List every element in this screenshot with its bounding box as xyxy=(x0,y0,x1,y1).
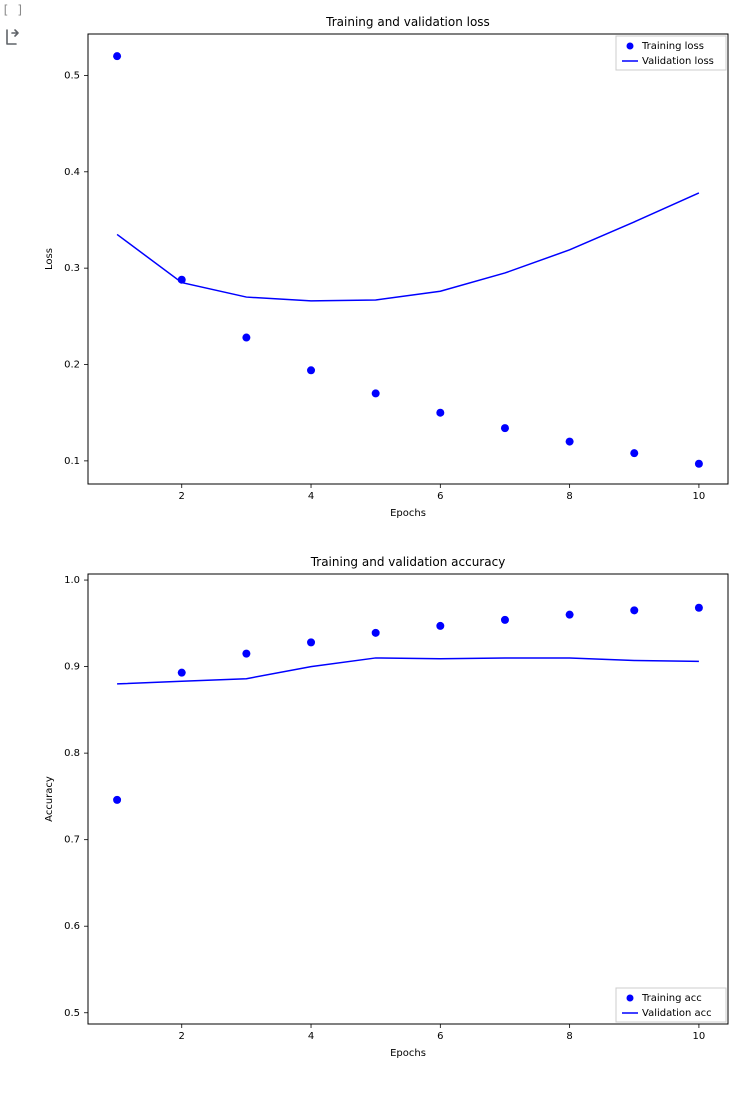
xtick-label: 6 xyxy=(437,491,443,502)
training-point xyxy=(695,460,703,468)
xlabel: Epochs xyxy=(390,508,426,519)
training-point xyxy=(436,409,444,417)
training-point xyxy=(566,611,574,619)
legend: Training loss Validation loss xyxy=(616,36,726,70)
ytick-label: 0.1 xyxy=(64,456,80,467)
ytick-label: 0.5 xyxy=(64,1008,80,1019)
ytick-label: 0.9 xyxy=(64,662,80,673)
ytick-label: 0.6 xyxy=(64,921,80,932)
training-point xyxy=(501,616,509,624)
ytick-label: 0.2 xyxy=(64,360,80,371)
output-arrow-icon xyxy=(4,28,22,49)
training-point xyxy=(178,276,186,284)
ytick-label: 0.3 xyxy=(64,263,80,274)
charts-container: 2 4 6 8 10 0.1 0.2 0.3 0.4 0.5 Training and valida… xyxy=(30,14,740,1077)
training-point xyxy=(695,604,703,612)
training-point xyxy=(178,669,186,677)
legend-label-validation: Validation loss xyxy=(642,56,714,67)
ytick-label: 0.4 xyxy=(64,167,80,178)
legend-label-training: Training acc xyxy=(641,993,702,1004)
page-root: [ ] 2 4 6 8 10 0.1 0.2 0.3 0.4 0.5 Training and va… xyxy=(0,0,750,1099)
xtick-label: 8 xyxy=(566,1031,572,1042)
ytick-label: 1.0 xyxy=(64,575,80,586)
plot-frame xyxy=(88,34,728,484)
training-point xyxy=(307,366,315,374)
xtick-label: 10 xyxy=(693,1031,706,1042)
ylabel: Loss xyxy=(44,248,55,270)
training-point xyxy=(113,796,121,804)
legend: Training acc Validation acc xyxy=(616,988,726,1022)
training-point xyxy=(113,52,121,60)
training-point xyxy=(630,606,638,614)
ytick-label: 0.8 xyxy=(64,748,80,759)
xtick-label: 4 xyxy=(308,491,314,502)
training-point xyxy=(242,650,250,658)
training-point xyxy=(372,389,380,397)
training-point xyxy=(566,438,574,446)
xlabel: Epochs xyxy=(390,1048,426,1059)
legend-label-validation: Validation acc xyxy=(642,1008,712,1019)
cell-bracket: [ ] xyxy=(2,3,24,17)
ytick-label: 0.5 xyxy=(64,70,80,81)
ytick-label: 0.7 xyxy=(64,835,80,846)
training-point xyxy=(372,629,380,637)
xtick-label: 8 xyxy=(566,491,572,502)
chart-title: Training and validation accuracy xyxy=(310,555,506,569)
xtick-label: 6 xyxy=(437,1031,443,1042)
xtick-label: 4 xyxy=(308,1031,314,1042)
loss-chart: 2 4 6 8 10 0.1 0.2 0.3 0.4 0.5 Training and valida… xyxy=(44,15,728,519)
training-point xyxy=(307,638,315,646)
chart-title: Training and validation loss xyxy=(325,15,490,29)
xtick-label: 10 xyxy=(693,491,706,502)
charts-svg: 2 4 6 8 10 0.1 0.2 0.3 0.4 0.5 Training and valida… xyxy=(30,14,740,1074)
legend-label-training: Training loss xyxy=(641,41,704,52)
training-point xyxy=(630,449,638,457)
legend-marker-icon xyxy=(627,995,634,1002)
training-point xyxy=(501,424,509,432)
legend-marker-icon xyxy=(627,43,634,50)
training-point xyxy=(436,622,444,630)
plot-frame xyxy=(88,574,728,1024)
accuracy-chart: 2 4 6 8 10 0.5 0.6 0.7 0.8 0.9 1.0 Training and val… xyxy=(44,555,728,1059)
xtick-label: 2 xyxy=(179,491,185,502)
ylabel: Accuracy xyxy=(44,776,55,822)
training-point xyxy=(242,334,250,342)
xtick-label: 2 xyxy=(179,1031,185,1042)
